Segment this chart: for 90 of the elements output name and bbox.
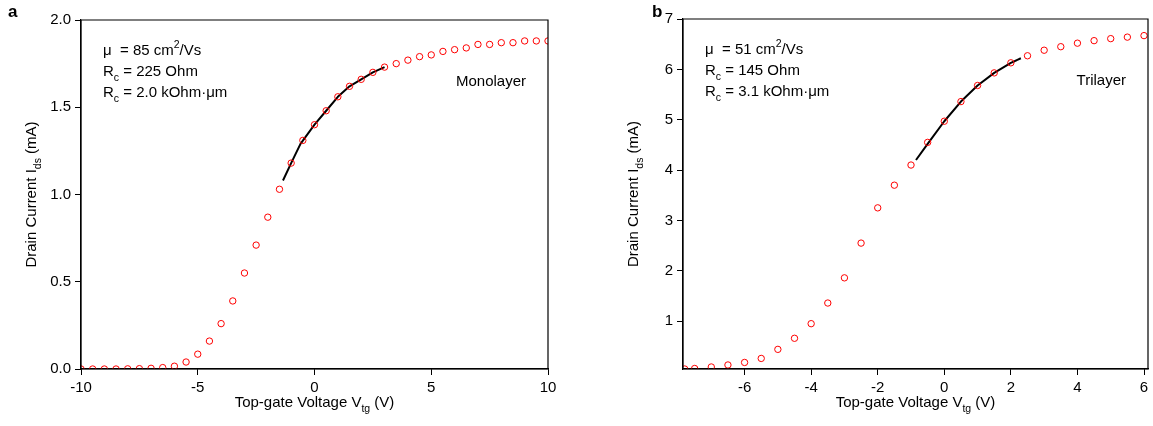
- point: [159, 363, 167, 369]
- point: [1007, 59, 1015, 67]
- point: [252, 241, 260, 249]
- point: [369, 68, 377, 77]
- point: [450, 45, 459, 54]
- point: [474, 40, 482, 49]
- point: [957, 97, 965, 106]
- x-tick-label: 4: [1073, 378, 1082, 396]
- point: [334, 93, 342, 101]
- chart-title: a: [8, 2, 18, 22]
- point: [217, 319, 225, 328]
- point: [240, 269, 249, 277]
- point: [1073, 39, 1082, 47]
- y-axis-title: Drain Current Ids (mA): [624, 120, 645, 268]
- y-tick-label: 6: [664, 59, 673, 77]
- point: [990, 69, 998, 77]
- x-tick-label: 0: [940, 378, 949, 396]
- point: [1057, 43, 1065, 51]
- point: [310, 121, 319, 129]
- point: [840, 274, 849, 282]
- point: [509, 38, 517, 47]
- point: [973, 81, 982, 90]
- point: [724, 361, 732, 369]
- point: [275, 185, 284, 193]
- point: [923, 138, 932, 147]
- point: [485, 40, 494, 49]
- y-tick-label: 5: [664, 109, 673, 127]
- point: [907, 161, 915, 169]
- point: [790, 334, 799, 342]
- point: [299, 136, 307, 145]
- y-axis-title: Drain Current Ids (mA): [22, 121, 43, 268]
- point: [740, 358, 749, 367]
- point: [170, 362, 179, 369]
- point: [1040, 46, 1048, 54]
- chart-title: b: [652, 2, 663, 22]
- x-tick-label: -5: [191, 378, 205, 396]
- point: [1023, 52, 1032, 60]
- point: [532, 37, 541, 45]
- point: [940, 117, 948, 125]
- point: [462, 44, 470, 52]
- point: [264, 213, 272, 221]
- point: [1140, 31, 1148, 40]
- point: [205, 337, 214, 345]
- point: [890, 181, 899, 189]
- y-tick-label: 1.5: [50, 97, 71, 115]
- y-tick-label: 4: [664, 160, 673, 178]
- y-tick-label: 1.0: [50, 184, 71, 202]
- point: [194, 350, 202, 358]
- x-tick-label: -2: [871, 378, 885, 396]
- point: [520, 37, 529, 45]
- point: [774, 345, 782, 354]
- y-tick-label: 1: [664, 311, 673, 329]
- point: [357, 75, 365, 84]
- y-tick-label: 2: [664, 260, 673, 278]
- point: [497, 38, 505, 47]
- x-tick-label: 10: [539, 378, 557, 396]
- point: [807, 319, 815, 328]
- point: [404, 56, 412, 64]
- point: [380, 63, 389, 71]
- y-tick-label: 0.0: [50, 359, 71, 377]
- annotation: Monolayer: [455, 72, 527, 89]
- point: [1123, 33, 1132, 41]
- point: [874, 204, 882, 212]
- x-tick-label: -6: [737, 378, 752, 396]
- x-tick-label: 0: [310, 378, 319, 396]
- point: [824, 299, 832, 307]
- annotation: Trilayer: [1076, 71, 1127, 88]
- point: [182, 358, 190, 366]
- x-tick-label: -4: [804, 378, 818, 396]
- x-tick-label: -10: [70, 378, 92, 396]
- x-tick-label: 5: [427, 378, 436, 396]
- point: [345, 82, 354, 91]
- point: [415, 52, 424, 61]
- y-tick-label: 7: [664, 9, 673, 27]
- y-tick-label: 3: [664, 210, 673, 228]
- point: [229, 297, 237, 305]
- y-tick-label: 2.0: [50, 10, 71, 28]
- point: [707, 363, 715, 369]
- point: [287, 159, 295, 167]
- point: [427, 51, 435, 59]
- x-tick-label: 6: [1139, 378, 1149, 396]
- point: [439, 47, 447, 56]
- point: [1090, 36, 1098, 45]
- point: [322, 107, 330, 115]
- point: [757, 354, 765, 363]
- point: [392, 59, 400, 68]
- point: [857, 239, 865, 247]
- y-tick-label: 0.5: [50, 271, 71, 289]
- x-tick-label: 2: [1006, 378, 1016, 396]
- point: [1107, 34, 1115, 43]
